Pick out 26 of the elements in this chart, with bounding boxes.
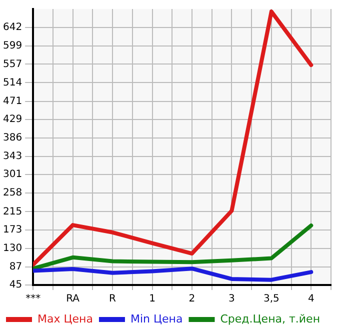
y-tick-label: 301 <box>2 169 22 180</box>
y-tick-label: 386 <box>2 132 22 144</box>
x-tick-label: R <box>109 294 116 305</box>
y-tick-label: 258 <box>2 188 22 199</box>
x-tick-label: 2 <box>188 294 196 305</box>
y-tick-label: 557 <box>2 58 22 70</box>
x-tick-label: 3,5 <box>263 294 280 305</box>
x-tick-label: *** <box>26 294 41 305</box>
legend-label: Сред.Цена, т.йен <box>220 312 320 326</box>
y-tick-label: 87 <box>9 261 22 272</box>
legend-label: Max Цена <box>38 312 93 326</box>
y-tick-label: 514 <box>2 77 22 88</box>
y-tick-label: 642 <box>2 22 22 34</box>
y-tick-label: 130 <box>2 242 22 254</box>
y-tick-label: 215 <box>2 206 22 218</box>
y-tick-label: 45 <box>9 280 22 291</box>
x-tick-label: 1 <box>149 294 156 305</box>
y-tick-label: 173 <box>2 224 22 236</box>
x-tick-label: RA <box>66 294 80 305</box>
y-tick-label: 599 <box>2 40 22 52</box>
x-tick-label: 3 <box>228 294 235 305</box>
y-tick-label: 343 <box>2 151 22 162</box>
y-tick-label: 471 <box>2 96 22 107</box>
legend-label: Min Цена <box>130 312 183 326</box>
x-tick-label: 4 <box>308 294 314 305</box>
y-tick-label: 429 <box>2 114 22 125</box>
